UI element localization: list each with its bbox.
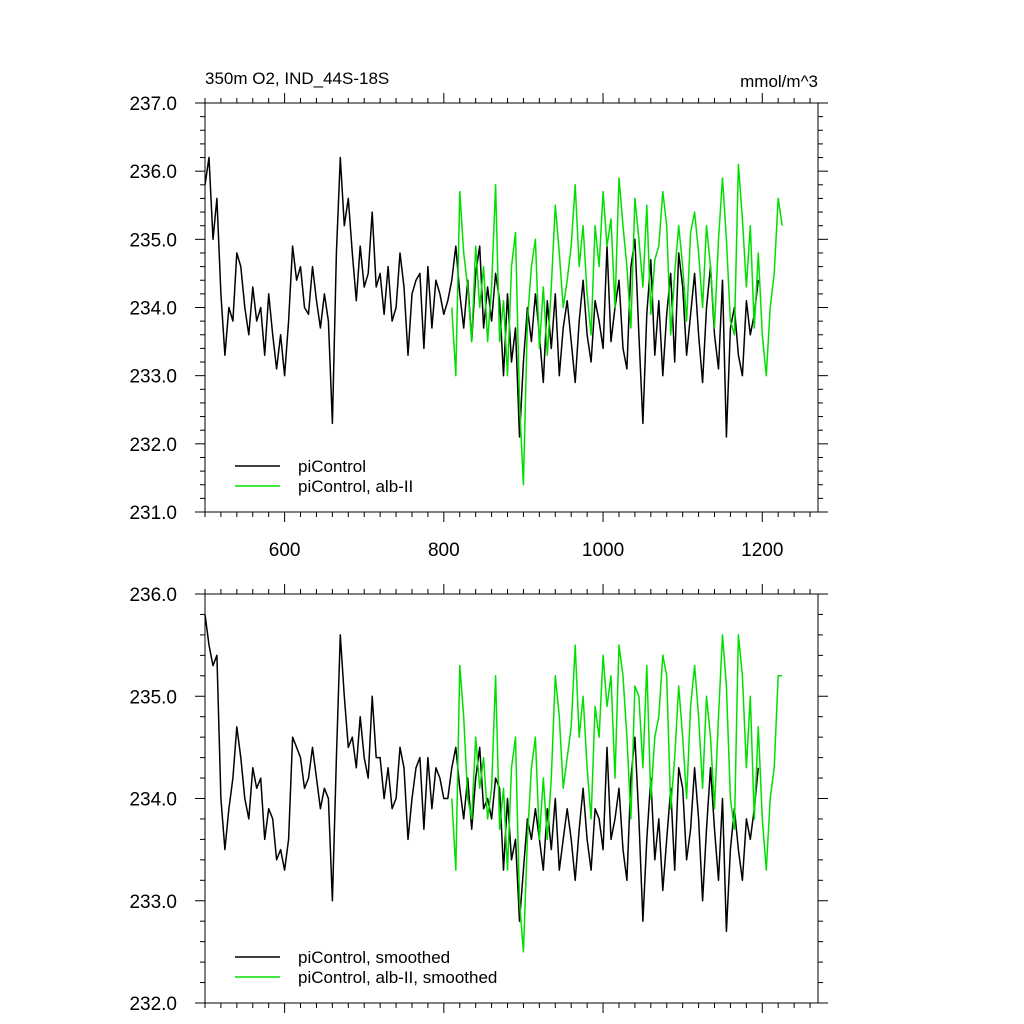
top-legend-label-0: piControl [298,457,366,476]
top-y-tick-label: 235.0 [129,230,177,251]
top-legend-label-1: piControl, alb-II [298,477,413,496]
bottom-y-tick-label: 236.0 [129,585,177,606]
bottom-y-tick-label: 235.0 [129,687,177,708]
top-y-tick-label: 233.0 [129,367,177,388]
top-x-tick-label: 1200 [741,540,783,561]
units-label: mmol/m^3 [740,72,818,91]
top-x-tick-label: 1000 [582,540,624,561]
top-y-tick-label: 231.0 [129,503,177,524]
bottom-legend-label-0: piControl, smoothed [298,948,450,967]
top-y-tick-label: 237.0 [129,94,177,115]
panel-top-o2-raw: 600 800 1000 1200 231.0 232.0 233.0 234.0 235.0 2… [129,93,828,561]
bottom-y-tick-label: 234.0 [129,790,177,811]
top-y-tick-label: 236.0 [129,162,177,183]
top-x-tick-label: 800 [428,540,460,561]
top-y-tick-label: 234.0 [129,299,177,320]
bottom-y-tick-label: 232.0 [129,994,177,1015]
top-plot-frame [204,102,819,513]
bottom-y-tick-label: 233.0 [129,892,177,913]
top-y-tick-label: 232.0 [129,435,177,456]
bottom-legend-label-1: piControl, alb-II, smoothed [298,968,497,987]
panel-bottom-o2-smoothed: 232.0 233.0 234.0 235.0 236.0 piControl, smoo… [129,584,828,1015]
chart-title: 350m O2, IND_44S-18S [205,69,389,88]
bottom-plot-frame [204,593,819,1004]
top-series-line-picontrol [204,156,760,438]
top-series-line-alb-ii [451,163,783,486]
top-x-tick-label: 600 [269,540,301,561]
bottom-series-line-alb-ii [451,634,783,953]
